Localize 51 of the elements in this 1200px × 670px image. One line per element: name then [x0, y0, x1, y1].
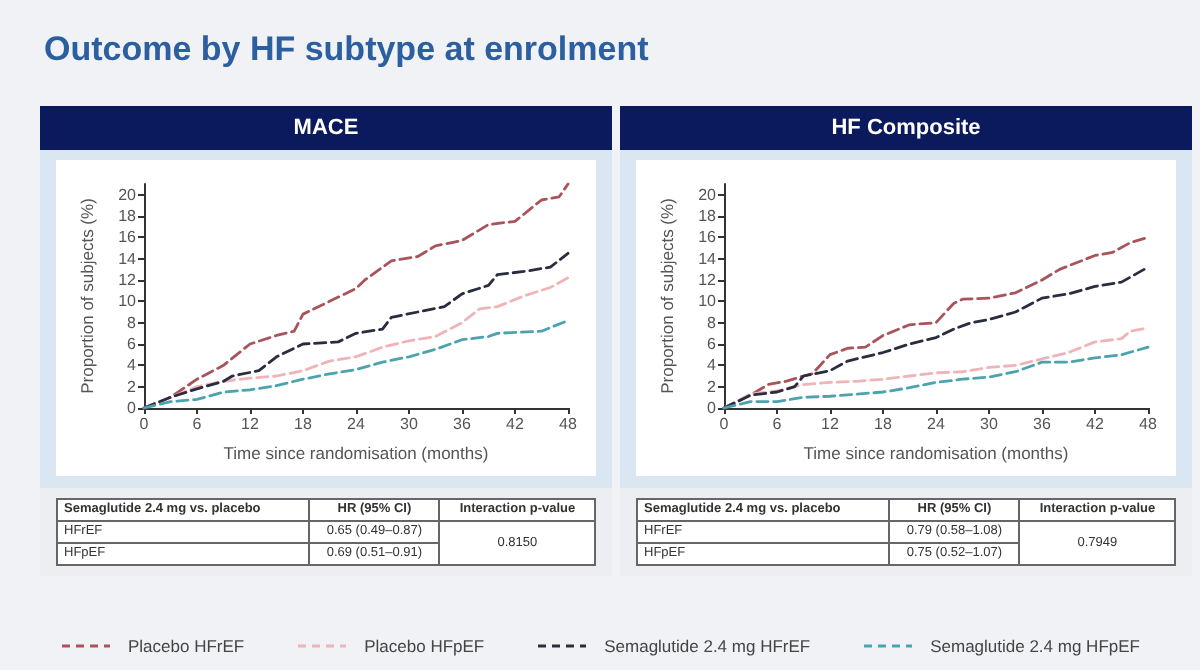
x-tick-label: 24 [927, 415, 946, 433]
y-tick-label: 8 [127, 313, 138, 332]
y-tick-label: 14 [118, 249, 138, 268]
y-tick-label: 14 [698, 249, 718, 268]
x-tick-label: 36 [453, 415, 472, 433]
x-axis-title: Time since randomisation (months) [803, 443, 1069, 463]
x-tick-label: 42 [1086, 415, 1105, 433]
y-tick-label: 12 [118, 271, 138, 289]
y-tick-label: 8 [707, 313, 718, 332]
y-tick-label: 2 [127, 377, 138, 396]
y-tick-label: 4 [707, 356, 718, 375]
chart-subtitle: HF Composite [620, 106, 1192, 150]
x-tick-label: 6 [772, 415, 783, 433]
x-tick-label: 12 [241, 415, 260, 433]
legend-label: Semaglutide 2.4 mg HFpEF [930, 636, 1140, 656]
x-tick-label: 30 [980, 415, 999, 433]
x-tick-label: 18 [294, 415, 313, 433]
y-tick-label: 18 [118, 207, 138, 225]
x-tick-label: 18 [874, 415, 893, 433]
x-tick-label: 42 [506, 415, 525, 433]
y-tick-label: 0 [707, 399, 718, 417]
x-tick-label: 48 [1139, 415, 1158, 433]
x-tick-label: 24 [347, 415, 366, 433]
y-tick-label: 16 [118, 228, 138, 247]
chart-subtitle: MACE [40, 106, 612, 150]
y-tick-label: 2 [707, 377, 718, 396]
y-tick-label: 10 [118, 292, 138, 311]
x-tick-label: 36 [1033, 415, 1052, 433]
y-tick-label: 10 [698, 292, 718, 311]
y-axis-title: Proportion of subjects (%) [77, 197, 97, 394]
x-tick-label: 48 [559, 415, 578, 433]
chart-title: Outcome by HF subtype at enrolment [44, 30, 649, 70]
y-tick-label: 18 [698, 207, 718, 225]
y-tick-label: 4 [127, 356, 138, 375]
x-tick-label: 6 [192, 415, 203, 433]
x-axis-title: Time since randomisation (months) [223, 443, 489, 463]
y-tick-label: 20 [698, 185, 718, 204]
y-axis-title: Proportion of subjects (%) [657, 197, 677, 394]
legend-label: Placebo HFrEF [128, 636, 245, 656]
y-tick-label: 6 [127, 335, 138, 353]
y-tick-label: 0 [127, 399, 138, 417]
y-tick-label: 12 [698, 271, 718, 289]
x-tick-label: 12 [821, 415, 840, 433]
y-tick-label: 16 [698, 228, 718, 247]
legend-label: Placebo HFpEF [364, 636, 485, 656]
x-tick-label: 0 [139, 415, 150, 433]
y-tick-label: 20 [118, 185, 138, 204]
legend-label: Semaglutide 2.4 mg HFrEF [604, 636, 811, 656]
x-tick-label: 0 [719, 415, 730, 433]
y-tick-label: 6 [707, 335, 718, 353]
x-tick-label: 30 [400, 415, 419, 433]
